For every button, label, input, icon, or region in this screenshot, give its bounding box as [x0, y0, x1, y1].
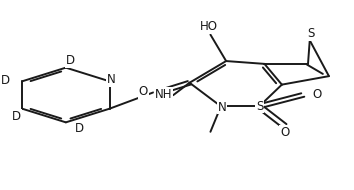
Text: O: O: [313, 88, 322, 101]
Text: D: D: [66, 54, 75, 67]
Text: D: D: [12, 110, 22, 123]
Text: N: N: [107, 73, 115, 86]
Text: D: D: [75, 122, 84, 135]
Text: S: S: [307, 27, 314, 40]
Text: N: N: [218, 101, 226, 114]
Text: HO: HO: [200, 20, 218, 33]
Text: D: D: [1, 74, 10, 87]
Text: S: S: [256, 100, 263, 113]
Text: O: O: [280, 126, 289, 139]
Text: NH: NH: [155, 88, 172, 101]
Text: O: O: [138, 85, 148, 98]
